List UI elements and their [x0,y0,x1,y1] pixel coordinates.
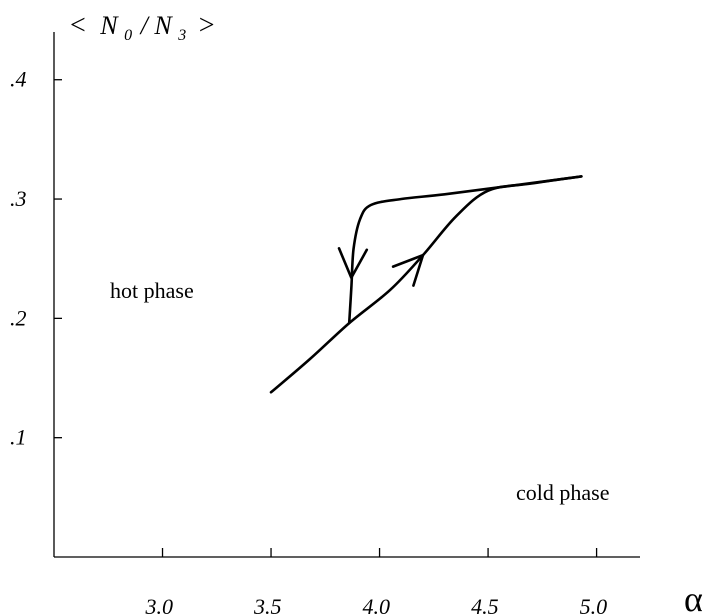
direction-arrow-0 [391,253,425,287]
y-tick-label-2: .3 [10,186,27,211]
x-tick-label-3: 4.5 [471,594,499,615]
x-tick-label-1: 3.5 [253,594,282,615]
y-axis-title-close: > [199,10,215,41]
y-axis-title-slash: / [139,11,151,40]
x-tick-label-0: 3.0 [145,594,174,615]
cold-phase-label: cold phase [516,480,609,505]
series-line-1 [347,175,583,325]
y-tick-label-1: .2 [10,305,27,330]
y-axis-title-numerator-sub: 0 [124,27,132,44]
x-axis-title: α [684,579,703,615]
x-tick-label-2: 4.0 [363,594,391,615]
y-axis-title-open: < [70,10,86,41]
hot-phase-label: hot phase [110,278,194,303]
x-tick-label-4: 5.0 [580,594,608,615]
y-axis-title-denominator: N [153,11,173,40]
arrow-layer [337,247,425,287]
y-tick-label-3: .4 [10,67,27,92]
series-layer [269,175,583,394]
y-tick-label-0: .1 [10,425,27,450]
x-axis-ticks: 3.0 3.5 4.0 4.5 5.0 [145,548,608,615]
series-line-0 [269,175,583,394]
y-axis-title: < N 0 / N 3 > [70,10,215,46]
y-axis-ticks: .1 .2 .3 .4 [10,67,62,450]
y-axis-title-numerator: N [99,11,119,40]
y-axis-title-denominator-sub: 3 [177,27,186,44]
direction-arrow-1 [337,247,369,280]
